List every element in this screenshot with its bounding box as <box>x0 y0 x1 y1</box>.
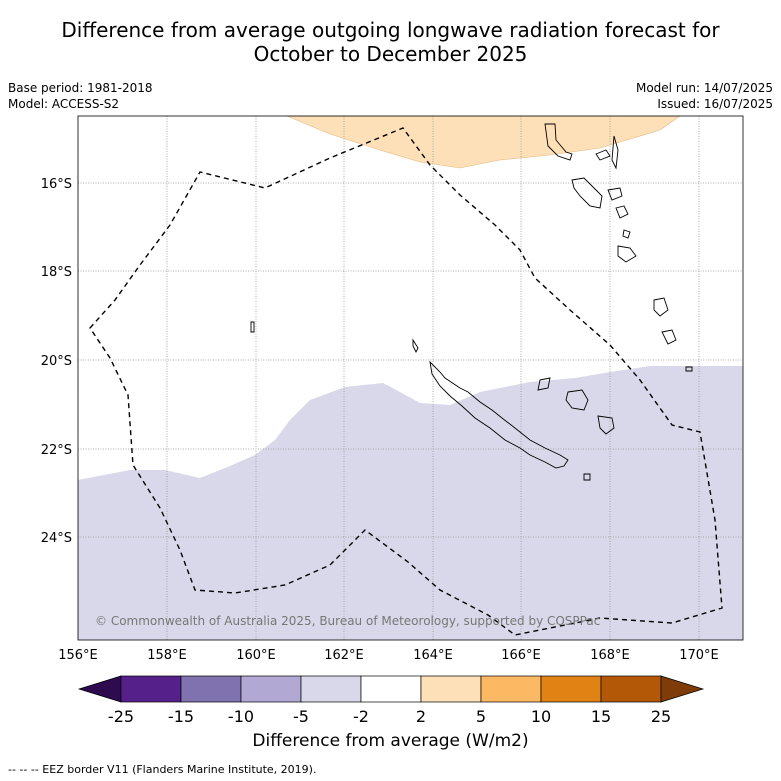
y-tick-label: 24°S <box>41 531 72 546</box>
vanuatu-ambae <box>595 149 611 161</box>
loyalty-islands-2 <box>565 389 589 411</box>
colorbar-title: Difference from average (W/m2) <box>252 731 529 751</box>
model-run: Model run: 14/07/2025 <box>635 81 773 95</box>
y-axis-labels: 16°S 18°S 20°S 22°S 24°S <box>41 177 72 546</box>
title-line-2: October to December 2025 <box>253 42 528 66</box>
loyalty-islands-3 <box>597 415 615 435</box>
colorbar-bin <box>360 675 422 703</box>
colorbar-bin <box>540 675 602 703</box>
colorbar-bin <box>300 675 362 703</box>
colorbar-bin <box>120 675 182 703</box>
metadata-left: Base period: 1981-2018 Model: ACCESS-S2 <box>8 80 153 112</box>
y-tick-label: 22°S <box>41 443 72 458</box>
base-period: Base period: 1981-2018 <box>8 81 153 95</box>
x-tick-label: 162°E <box>324 648 364 663</box>
loyalty-islands-1 <box>537 377 551 391</box>
x-tick-label: 158°E <box>147 648 187 663</box>
colorbar-labels: -25 -15 -10 -5 -2 2 5 10 15 25 <box>108 707 671 726</box>
colorbar-tick-label: -15 <box>168 707 194 726</box>
isle-of-pines <box>583 473 591 481</box>
vanuatu-efate <box>615 205 629 219</box>
vanuatu-erromango <box>617 245 637 263</box>
x-tick-label: 156°E <box>58 648 98 663</box>
x-tick-label: 160°E <box>236 648 276 663</box>
x-axis-labels: 156°E 158°E 160°E 162°E 164°E 166°E 168°… <box>58 648 719 663</box>
title-line-1: Difference from average outgoing longwav… <box>61 18 720 42</box>
y-tick-label: 20°S <box>41 354 72 369</box>
walpole-island <box>661 329 677 345</box>
colorbar-tick-label: -25 <box>108 707 134 726</box>
map-area: © Commonwealth of Australia 2025, Bureau… <box>78 116 743 640</box>
colorbar-bin <box>420 675 482 703</box>
belep-island <box>412 338 419 354</box>
colorbar-tick-label: 2 <box>416 707 426 726</box>
colorbar-extend-low <box>77 675 122 703</box>
vanuatu-pentecost <box>611 135 619 170</box>
x-tick-label: 164°E <box>413 648 453 663</box>
map-title: Difference from average outgoing longwav… <box>0 18 781 66</box>
colorbar-tick-label: -2 <box>353 707 369 726</box>
positive-anomaly-region <box>286 116 681 169</box>
vanuatu-tanna <box>622 229 631 239</box>
vanuatu-espiritu-santo <box>544 123 573 161</box>
coastlines <box>250 123 693 481</box>
colorbar-extend-high <box>660 675 705 703</box>
y-tick-label: 18°S <box>41 265 72 280</box>
colorbar <box>77 675 705 703</box>
vanuatu-epi <box>607 187 623 201</box>
x-tick-label: 170°E <box>679 648 719 663</box>
colorbar-tick-label: 10 <box>531 707 551 726</box>
negative-anomaly-region <box>78 366 743 640</box>
colorbar-tick-label: 25 <box>651 707 671 726</box>
x-tick-label: 168°E <box>590 648 630 663</box>
new-caledonia-coast <box>429 360 569 469</box>
issued-date: Issued: 16/07/2025 <box>657 97 773 111</box>
map-frame <box>77 115 744 641</box>
colorbar-bin <box>240 675 302 703</box>
matthew-hunter-islands <box>653 297 669 317</box>
copyright-notice: © Commonwealth of Australia 2025, Bureau… <box>95 614 600 628</box>
model-name: Model: ACCESS-S2 <box>8 97 120 111</box>
colorbar-bin <box>600 675 662 703</box>
colorbar-tick-label: -10 <box>228 707 254 726</box>
eez-border <box>89 127 723 636</box>
colorbar-bin <box>180 675 242 703</box>
colorbar-tick-label: 5 <box>476 707 486 726</box>
small-islet-east <box>685 366 693 372</box>
colorbar-bin <box>480 675 542 703</box>
vanuatu-malekula <box>571 177 603 209</box>
colorbar-tick-label: 15 <box>591 707 611 726</box>
chesterfield-islet <box>250 321 255 333</box>
x-tick-label: 166°E <box>501 648 541 663</box>
graticule <box>78 116 743 640</box>
y-tick-label: 16°S <box>41 177 72 192</box>
colorbar-tick-label: -5 <box>293 707 309 726</box>
metadata-right: Model run: 14/07/2025 Issued: 16/07/2025 <box>636 80 773 112</box>
eez-legend-note: -- -- -- EEZ border V11 (Flanders Marine… <box>8 763 317 776</box>
